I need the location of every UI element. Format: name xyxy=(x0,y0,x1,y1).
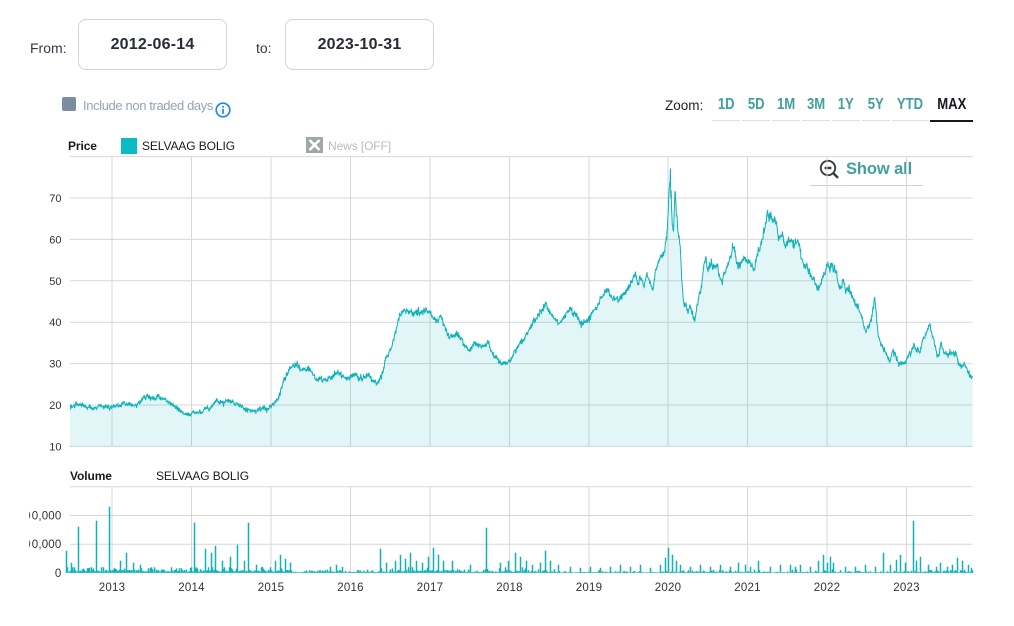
svg-text:2017: 2017 xyxy=(417,582,443,594)
svg-text:2022: 2022 xyxy=(814,582,840,594)
svg-text:0: 0 xyxy=(24,511,31,523)
svg-text:0: 0 xyxy=(24,539,31,551)
svg-text:50: 50 xyxy=(49,276,61,288)
svg-text:10: 10 xyxy=(49,441,61,453)
svg-text:60: 60 xyxy=(49,234,61,246)
svg-text:2020: 2020 xyxy=(655,582,681,594)
svg-text:2019: 2019 xyxy=(576,582,602,594)
svg-text:40: 40 xyxy=(49,317,61,329)
svg-text:2018: 2018 xyxy=(496,582,522,594)
svg-text:2021: 2021 xyxy=(734,582,760,594)
svg-text:70: 70 xyxy=(49,193,61,205)
svg-text:30: 30 xyxy=(49,359,61,371)
svg-text:2015: 2015 xyxy=(258,582,284,594)
svg-text:2014: 2014 xyxy=(178,582,205,594)
svg-text:2023: 2023 xyxy=(893,582,919,594)
svg-text:0,000: 0,000 xyxy=(32,539,62,551)
svg-text:0,000: 0,000 xyxy=(32,511,62,523)
svg-text:2013: 2013 xyxy=(99,582,125,594)
svg-text:20: 20 xyxy=(49,400,61,412)
svg-text:2016: 2016 xyxy=(337,582,363,594)
svg-text:0: 0 xyxy=(55,568,62,580)
